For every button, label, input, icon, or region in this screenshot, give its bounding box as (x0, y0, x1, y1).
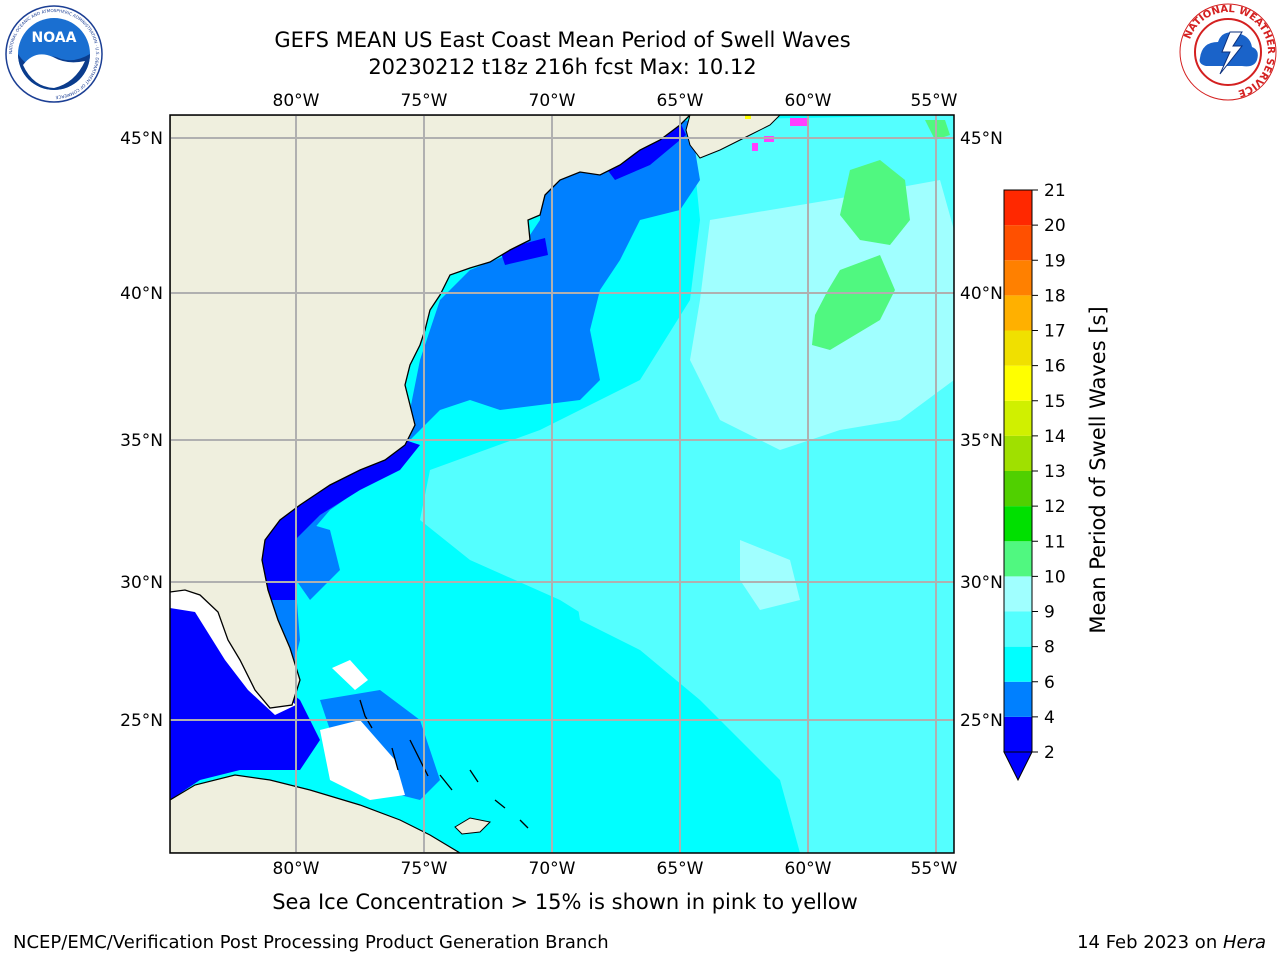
colorbar-segment (1004, 365, 1032, 401)
lon-label-bottom: 55°W (911, 859, 958, 879)
colorbar-tick-label: 13 (1044, 462, 1066, 482)
lon-label-top: 70°W (529, 91, 576, 111)
colorbar-tick-label: 18 (1044, 286, 1066, 306)
lat-label-left: 35°N (120, 431, 163, 451)
colorbar-tick-label: 2 (1044, 743, 1055, 763)
map-panel (170, 115, 954, 853)
lat-labels-right: 45°N 40°N 35°N 30°N 25°N (960, 129, 1003, 731)
colorbar-segment (1004, 471, 1032, 507)
lat-label-left: 25°N (120, 711, 163, 731)
lat-label-right: 40°N (960, 284, 1003, 304)
colorbar-tick-label: 17 (1044, 322, 1066, 342)
map-frame (169, 114, 955, 854)
footer-date-text: 14 Feb 2023 on (1077, 932, 1223, 953)
noaa-logo: NOAA NATIONAL OCEANIC AND ATMOSPHERIC AD… (5, 5, 103, 103)
colorbar-tick-label: 19 (1044, 251, 1066, 271)
sea-ice-pixel-3 (752, 143, 758, 151)
deep-blue-coastal-strip (255, 440, 420, 600)
lon-label-top: 75°W (401, 91, 448, 111)
lat-label-right: 35°N (960, 431, 1003, 451)
swell-green-patch-east (925, 120, 950, 140)
lat-label-left: 40°N (120, 284, 163, 304)
lon-label-bottom: 60°W (785, 859, 832, 879)
colorbar-tick-label: 9 (1044, 603, 1055, 623)
land-north-america (170, 115, 691, 709)
lon-label-top: 80°W (273, 91, 320, 111)
colorbar-tick-label: 20 (1044, 216, 1066, 236)
coastal-blue-zone (260, 120, 700, 690)
colorbar-label: Mean Period of Swell Waves [s] (1086, 306, 1110, 633)
lat-label-right: 25°N (960, 711, 1003, 731)
chart-subtitle: 20230212 t18z 216h fcst Max: 10.12 (368, 55, 757, 79)
deep-blue-northeast (500, 238, 548, 265)
lon-label-bottom: 70°W (529, 859, 576, 879)
colorbar-extend-triangle (1003, 751, 1033, 782)
colorbar-segment (1004, 435, 1032, 471)
colorbar-segment (1004, 400, 1032, 436)
footer-branch: NCEP/EMC/Verification Post Processing Pr… (13, 932, 609, 953)
sea-ice-pixel-1 (790, 118, 808, 126)
coastal-blue-patch-florida (296, 520, 340, 600)
lon-label-top: 55°W (911, 91, 958, 111)
map-gridlines (170, 115, 954, 853)
swell-green-patch-mid (812, 255, 895, 350)
colorbar-segment (1004, 295, 1032, 331)
lat-label-left: 45°N (120, 129, 163, 149)
colorbar-tick-label: 6 (1044, 673, 1055, 693)
colorbar-tick-label: 8 (1044, 638, 1055, 658)
colorbar-segment (1004, 681, 1032, 717)
lon-labels-top: 80°W 75°W 70°W 65°W 60°W 55°W (273, 91, 958, 111)
colorbar-segment (1004, 190, 1032, 226)
colorbar-tick-label: 16 (1044, 357, 1066, 377)
lon-label-bottom: 65°W (657, 859, 704, 879)
colorbar-segment (1004, 646, 1032, 682)
no-data-bahamas (320, 720, 405, 800)
colorbar-tick-label: 12 (1044, 497, 1066, 517)
lon-label-bottom: 80°W (273, 859, 320, 879)
swell-green-patch-north (840, 160, 910, 245)
ocean-light-patch (570, 540, 700, 650)
lon-labels-bottom: 80°W 75°W 70°W 65°W 60°W 55°W (273, 859, 958, 879)
colorbar-segment (1004, 576, 1032, 612)
lat-label-right: 30°N (960, 573, 1003, 593)
nws-logo: NATIONAL WEATHER SERVICE (1179, 3, 1277, 101)
lon-label-top: 65°W (657, 91, 704, 111)
noaa-wordmark: NOAA (32, 30, 77, 46)
colorbar-segment (1004, 541, 1032, 577)
colorbar-segment (1004, 506, 1032, 542)
lon-label-top: 60°W (785, 91, 832, 111)
sea-ice-pixel-4 (745, 115, 751, 119)
colorbar-tick-label: 21 (1044, 181, 1066, 201)
colorbar-segment (1004, 611, 1032, 647)
colorbar-segment (1004, 330, 1032, 366)
lat-label-left: 30°N (120, 573, 163, 593)
lat-labels-left: 45°N 40°N 35°N 30°N 25°N (120, 129, 163, 731)
bahamas-islands (359, 699, 529, 829)
sea-ice-caption: Sea Ice Concentration > 15% is shown in … (272, 890, 858, 914)
footer-date: 14 Feb 2023 on Hera (1077, 932, 1266, 953)
chart-title: GEFS MEAN US East Coast Mean Period of S… (274, 28, 851, 52)
colorbar-tick-label: 14 (1044, 427, 1066, 447)
colorbar-tick-label: 4 (1044, 708, 1055, 728)
colorbar-segment (1004, 260, 1032, 296)
deep-blue-gom (170, 595, 320, 800)
colorbar-tick-label: 11 (1044, 532, 1066, 552)
ocean-lighter-patch-south (740, 540, 800, 610)
footer-host: Hera (1222, 932, 1266, 953)
colorbar-segment (1004, 225, 1032, 261)
land-nova-scotia (685, 115, 781, 159)
land-cuba (170, 774, 462, 853)
colorbar: 2 4 6 8 9 10 11 12 13 14 15 16 17 18 19 20 21 (1003, 181, 1066, 782)
land-hispaniola (454, 817, 492, 835)
lon-label-bottom: 75°W (401, 859, 448, 879)
colorbar-segment (1004, 716, 1032, 752)
lat-label-right: 45°N (960, 129, 1003, 149)
colorbar-tick-label: 10 (1044, 567, 1066, 587)
colorbar-tick-label: 15 (1044, 392, 1066, 412)
no-data-grand-bahama (332, 660, 368, 690)
